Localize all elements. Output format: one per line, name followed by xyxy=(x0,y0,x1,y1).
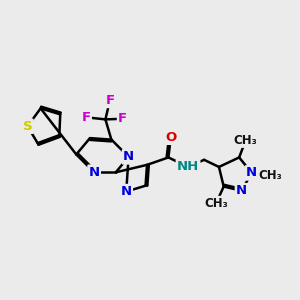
Text: F: F xyxy=(105,94,114,107)
Text: CH₃: CH₃ xyxy=(234,134,258,147)
Text: N: N xyxy=(88,166,100,179)
Text: N: N xyxy=(121,185,132,198)
Text: N: N xyxy=(246,167,257,179)
Text: O: O xyxy=(165,131,176,144)
Text: N: N xyxy=(236,184,247,197)
Text: F: F xyxy=(118,112,127,125)
Text: N: N xyxy=(123,150,134,163)
Text: CH₃: CH₃ xyxy=(259,169,282,182)
Text: CH₃: CH₃ xyxy=(204,197,228,210)
Text: F: F xyxy=(82,111,91,124)
Text: NH: NH xyxy=(177,160,199,173)
Text: S: S xyxy=(23,120,32,133)
